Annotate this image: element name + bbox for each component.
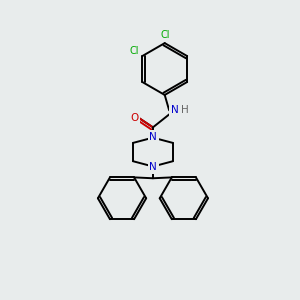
Text: N: N: [171, 105, 178, 115]
Text: N: N: [149, 132, 157, 142]
Text: Cl: Cl: [160, 30, 170, 40]
Text: Cl: Cl: [130, 46, 139, 56]
Text: N: N: [149, 162, 157, 172]
Text: O: O: [130, 113, 139, 124]
Text: H: H: [181, 105, 188, 115]
